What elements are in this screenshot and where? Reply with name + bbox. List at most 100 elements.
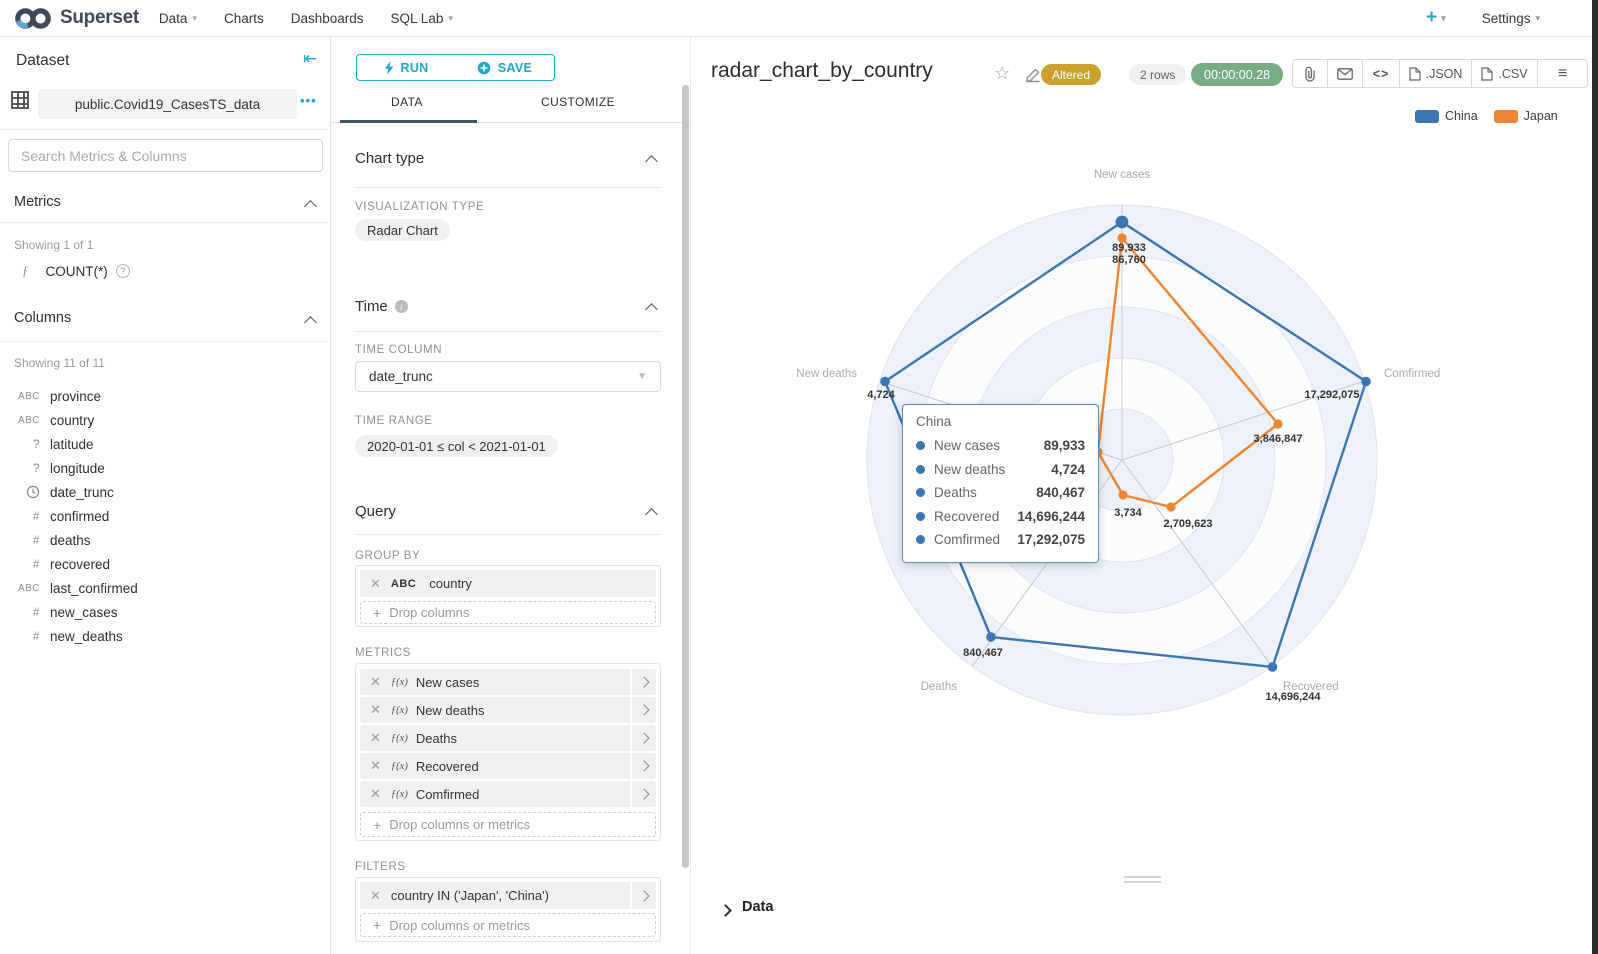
new-item-button[interactable]: + ▾	[1426, 7, 1446, 28]
column-item[interactable]: # deaths	[0, 528, 331, 552]
expand-icon[interactable]	[630, 697, 656, 723]
collapse-section-icon[interactable]	[645, 303, 658, 316]
remove-icon[interactable]: ✕	[370, 786, 381, 801]
column-item[interactable]: # new_cases	[0, 600, 331, 624]
remove-icon[interactable]: ✕	[370, 674, 381, 689]
chart-title[interactable]: radar_chart_by_country	[711, 59, 933, 82]
column-item[interactable]: ? latitude	[0, 432, 331, 456]
expand-icon[interactable]	[630, 669, 656, 695]
collapse-section-icon[interactable]	[645, 508, 658, 521]
time-section-header: Time i	[355, 298, 408, 315]
series-japan-polygon[interactable]	[1096, 236, 1280, 509]
group-by-label: GROUP BY	[355, 550, 421, 562]
chevron-right-icon[interactable]	[719, 904, 732, 917]
column-item[interactable]: # recovered	[0, 552, 331, 576]
collapse-metrics-icon[interactable]	[304, 200, 317, 213]
legend-item-china[interactable]: China	[1415, 109, 1478, 123]
envelope-icon	[1337, 67, 1353, 80]
email-button[interactable]	[1327, 60, 1362, 87]
search-input[interactable]	[8, 139, 323, 172]
metric-pill[interactable]: ✕ ƒ(x) Recovered	[360, 753, 656, 779]
metric-pill[interactable]: ✕ ƒ(x) New deaths	[360, 697, 656, 723]
metrics-count-text: Showing 1 of 1	[14, 238, 94, 252]
share-link-button[interactable]	[1293, 60, 1327, 87]
series-china-points[interactable]	[880, 215, 1371, 672]
embed-code-button[interactable]: <>	[1362, 60, 1399, 87]
nav-item-data[interactable]: Data ▾	[158, 10, 197, 26]
remove-icon[interactable]: ✕	[370, 575, 381, 591]
column-item[interactable]: date_trunc	[0, 480, 331, 504]
superset-logo-icon[interactable]	[14, 7, 52, 30]
function-icon: ƒ	[22, 263, 29, 278]
remove-icon[interactable]: ✕	[370, 702, 381, 717]
export-json-button[interactable]: .JSON	[1399, 60, 1471, 87]
metric-pill[interactable]: ✕ ƒ(x) Deaths	[360, 725, 656, 751]
collapse-columns-icon[interactable]	[304, 316, 317, 329]
columns-count-text: Showing 11 of 11	[14, 356, 105, 370]
filter-pill[interactable]: ✕ country IN ('Japan', 'China')	[360, 882, 656, 909]
save-button[interactable]: SAVE	[455, 54, 555, 81]
nav-item-sql-lab[interactable]: SQL Lab ▾	[390, 10, 453, 26]
axis-label-new-deaths: New deaths	[796, 368, 857, 380]
expand-icon[interactable]	[630, 882, 656, 909]
panel-resize-handle[interactable]	[1124, 876, 1161, 886]
japan-comfirmed-value: 3,846,847	[1254, 433, 1303, 445]
row-count-badge: 2 rows	[1129, 64, 1187, 85]
nav-item-charts[interactable]: Charts	[223, 10, 264, 26]
column-item[interactable]: # confirmed	[0, 504, 331, 528]
collapse-sidebar-icon[interactable]: ⇤	[303, 49, 318, 68]
brand-name[interactable]: Superset	[60, 7, 139, 28]
legend-item-japan[interactable]: Japan	[1493, 109, 1558, 123]
column-item[interactable]: ABC country	[0, 408, 331, 432]
run-button[interactable]: RUN	[356, 54, 456, 81]
series-china-polygon[interactable]	[883, 220, 1368, 669]
code-icon: <>	[1372, 66, 1390, 81]
help-icon[interactable]: ?	[115, 264, 130, 278]
expand-icon[interactable]	[630, 753, 656, 779]
column-item[interactable]: ? longitude	[0, 456, 331, 480]
remove-icon[interactable]: ✕	[370, 730, 381, 745]
axis-label-deaths: Deaths	[921, 681, 958, 693]
text-type-icon: ABC	[17, 390, 40, 402]
tab-customize[interactable]: CUSTOMIZE	[541, 95, 616, 109]
dataset-more-menu-icon[interactable]: •••	[300, 93, 317, 108]
export-csv-button[interactable]: .CSV	[1471, 60, 1537, 87]
altered-badge[interactable]: Altered	[1041, 64, 1102, 85]
collapse-section-icon[interactable]	[645, 155, 658, 168]
settings-menu[interactable]: Settings ▾	[1481, 10, 1540, 26]
viz-type-value[interactable]: Radar Chart	[355, 219, 450, 241]
plus-icon: +	[373, 604, 382, 621]
scrollbar[interactable]	[682, 85, 689, 868]
metric-item[interactable]: ƒ COUNT(*) ?	[22, 263, 130, 279]
data-panel-toggle[interactable]: Data	[742, 899, 774, 915]
column-item[interactable]: ABC province	[0, 384, 331, 408]
expand-icon[interactable]	[630, 725, 656, 751]
column-item[interactable]: ABC last_confirmed	[0, 576, 331, 600]
chart-menu-button[interactable]: ≡	[1537, 60, 1587, 87]
drop-columns-zone[interactable]: + Drop columns	[360, 601, 656, 624]
caret-down-icon: ▾	[1441, 12, 1446, 23]
metric-pill[interactable]: ✕ ƒ(x) New cases	[360, 669, 656, 695]
radar-chart[interactable]: New cases Comfirmed Recovered Deaths New…	[691, 130, 1593, 870]
number-type-icon: #	[32, 629, 40, 643]
time-range-value[interactable]: 2020-01-01 ≤ col < 2021-01-01	[355, 435, 558, 457]
nav-item-dashboards[interactable]: Dashboards	[290, 10, 364, 26]
dataset-name[interactable]: public.Covid19_CasesTS_data	[38, 89, 297, 119]
column-item[interactable]: # new_deaths	[0, 624, 331, 648]
metrics-section-title: Metrics	[14, 194, 61, 210]
favorite-star-icon[interactable]: ☆	[994, 63, 1011, 83]
expand-icon[interactable]	[630, 781, 656, 807]
info-icon[interactable]: i	[394, 300, 408, 313]
drop-metrics-zone[interactable]: + Drop columns or metrics	[360, 812, 656, 837]
text-type-icon: ABC	[17, 582, 40, 594]
remove-icon[interactable]: ✕	[370, 758, 381, 773]
group-by-item[interactable]: ✕ ABC country	[360, 570, 656, 597]
drop-filters-zone[interactable]: + Drop columns or metrics	[360, 913, 656, 937]
remove-icon[interactable]: ✕	[370, 887, 381, 903]
tab-data[interactable]: DATA	[391, 95, 423, 109]
edit-properties-icon[interactable]	[1025, 67, 1041, 83]
time-column-select[interactable]: date_trunc ▼	[355, 361, 661, 392]
metric-pill[interactable]: ✕ ƒ(x) Comfirmed	[360, 781, 656, 807]
time-column-label: TIME COLUMN	[355, 344, 443, 356]
tooltip-row: Deaths 840,467	[916, 481, 1085, 505]
